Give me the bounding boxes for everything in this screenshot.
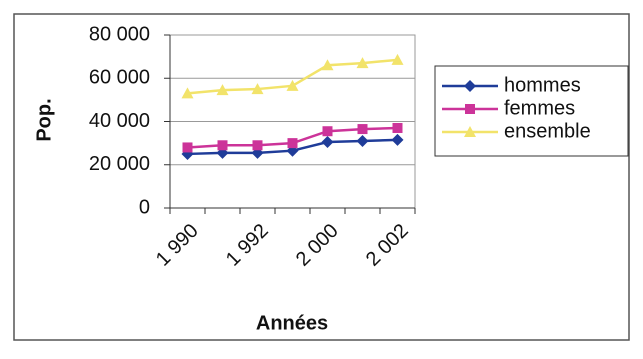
- marker: [464, 126, 476, 137]
- x-axis-title: Années: [256, 312, 328, 334]
- marker: [356, 134, 369, 147]
- marker: [251, 83, 264, 95]
- x-tick-label: 1 992: [222, 220, 273, 271]
- y-tick-label: 20 000: [89, 153, 150, 175]
- marker: [217, 140, 228, 151]
- y-tick-label: 40 000: [89, 110, 150, 132]
- chart-border: [13, 13, 630, 341]
- legend-label: ensemble: [504, 120, 591, 142]
- marker: [287, 138, 298, 149]
- marker: [286, 79, 299, 91]
- y-axis-title: Pop.: [33, 98, 55, 141]
- x-tick-label: 2 000: [292, 220, 343, 271]
- legend-label: femmes: [504, 97, 575, 119]
- y-tick-label: 60 000: [89, 67, 150, 89]
- marker: [252, 140, 263, 151]
- marker: [465, 104, 475, 114]
- y-tick-label: 80 000: [89, 23, 150, 45]
- x-tick-label: 2 002: [362, 220, 413, 271]
- legend-label: hommes: [504, 74, 581, 96]
- marker: [321, 136, 334, 149]
- marker: [392, 122, 403, 133]
- marker: [391, 53, 404, 65]
- marker: [391, 133, 404, 146]
- x-tick-label: 1 990: [152, 220, 203, 271]
- y-tick-label: 0: [139, 196, 150, 218]
- marker: [357, 124, 368, 135]
- marker: [216, 84, 229, 96]
- marker: [182, 142, 193, 153]
- marker: [356, 57, 369, 69]
- marker: [181, 87, 194, 99]
- marker: [321, 59, 334, 71]
- marker: [322, 126, 333, 137]
- marker: [464, 80, 476, 92]
